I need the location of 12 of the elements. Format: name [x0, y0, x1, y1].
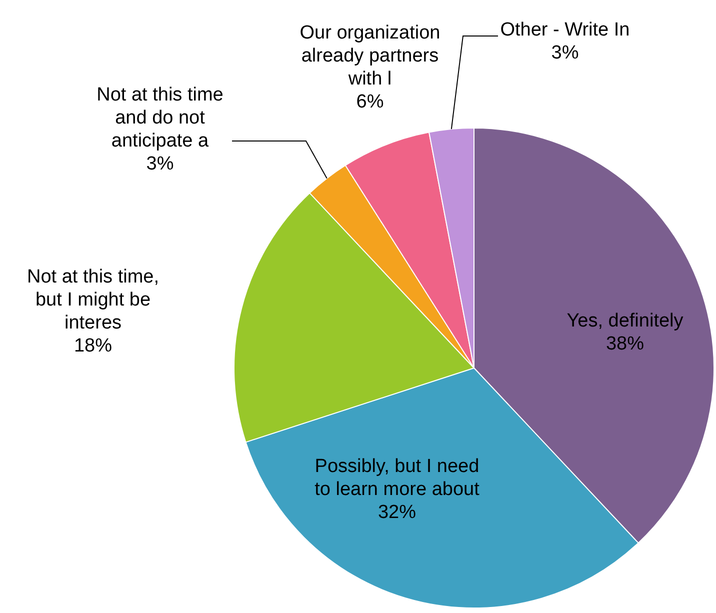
data-label: 3% — [146, 154, 174, 175]
data-label: 18% — [74, 336, 112, 357]
slice-label: Not at this time and do not anticipate a — [96, 84, 224, 152]
slice-label: Our organization already partners with l — [300, 22, 440, 90]
data-label: 38% — [606, 334, 644, 355]
data-label: 3% — [551, 42, 579, 64]
slice-label: Not at this time, but I might be interes — [27, 266, 159, 334]
data-label: 6% — [356, 92, 384, 113]
slice-label: Possibly, but I need to learn more about — [314, 456, 480, 500]
slice-label: Yes, definitely — [566, 310, 684, 332]
data-label: 32% — [378, 502, 416, 524]
slice-label: Other - Write In — [500, 20, 630, 41]
